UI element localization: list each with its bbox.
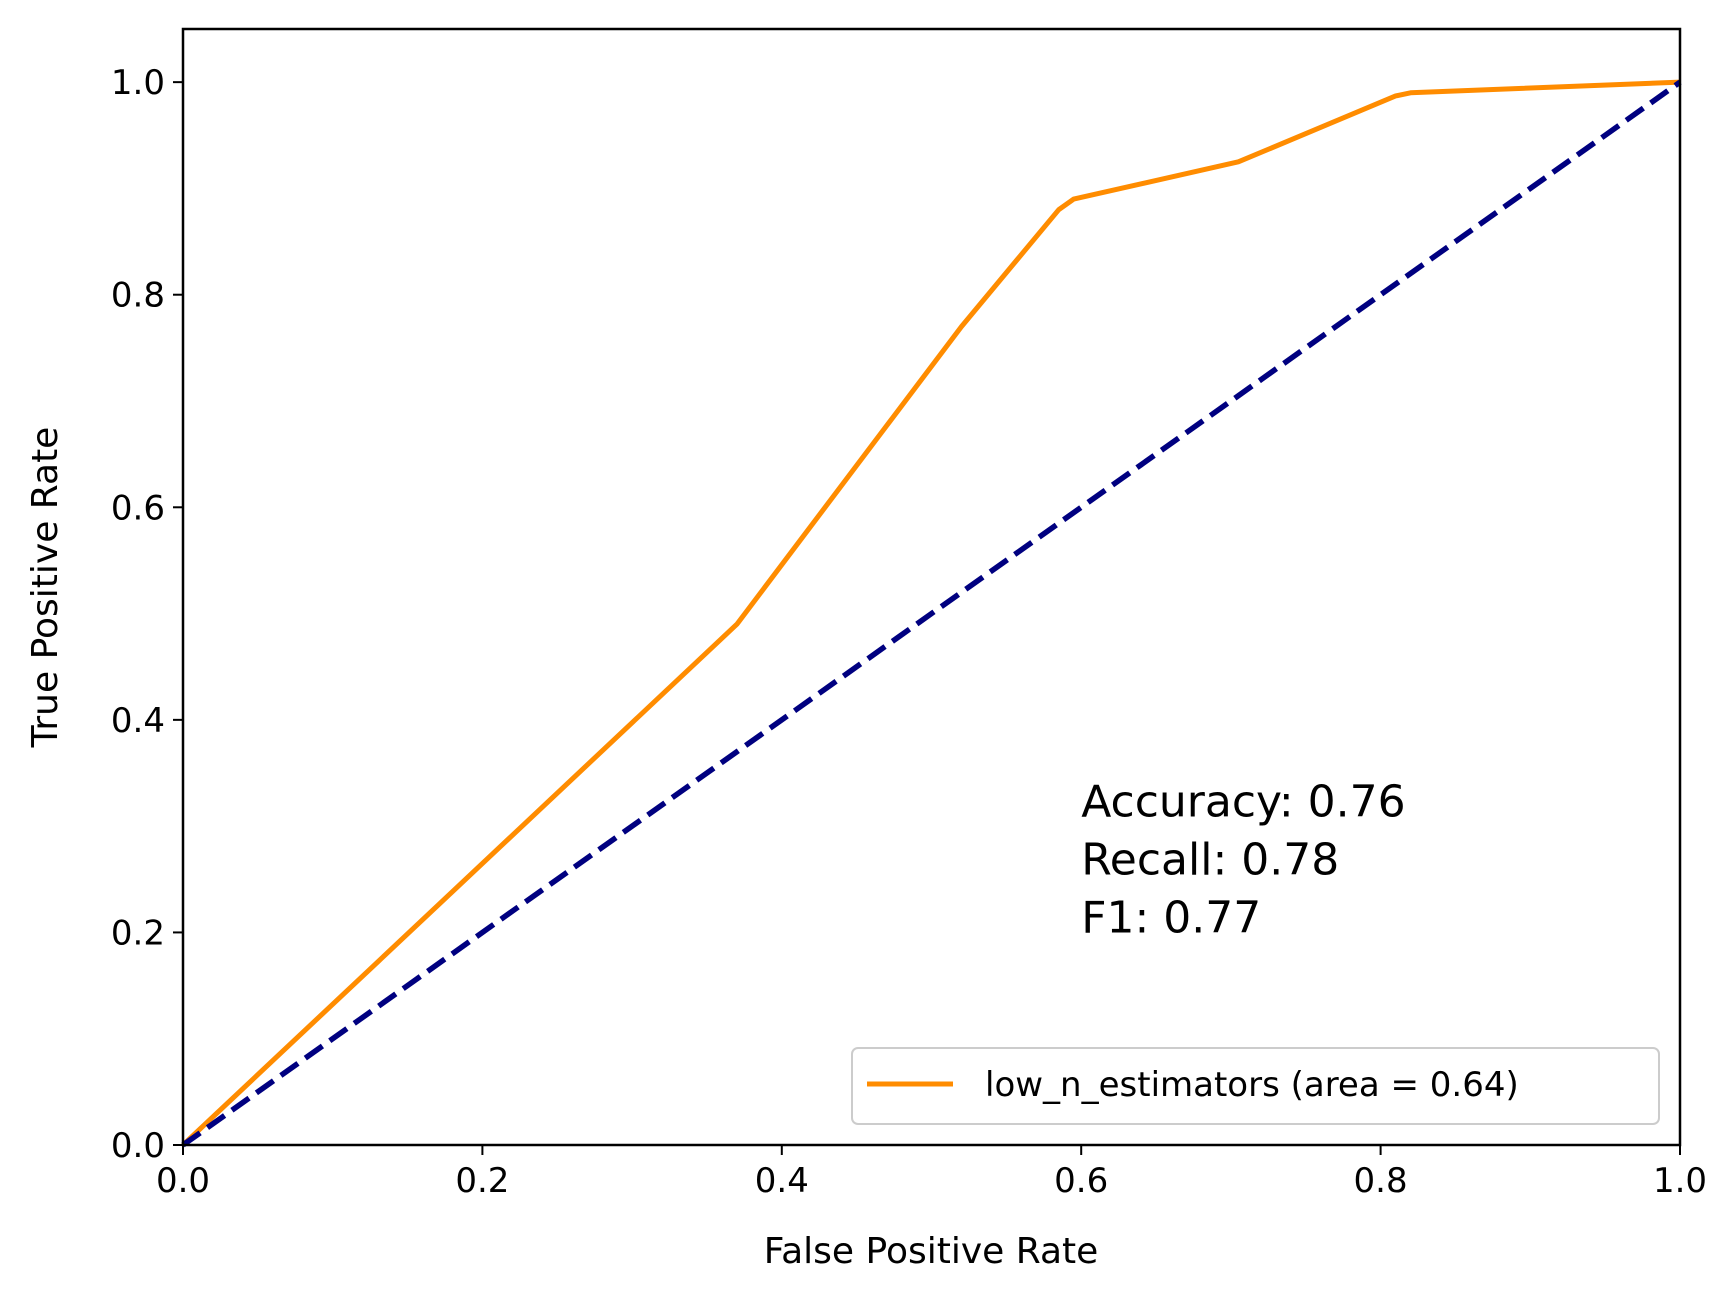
plot-frame bbox=[181, 27, 1682, 1147]
roc-curve-series-0 bbox=[181, 79, 1681, 1147]
annotation-line-1: Recall: 0.78 bbox=[1081, 834, 1339, 885]
x-tick-label: 0.0 bbox=[156, 1161, 210, 1201]
series-layer bbox=[181, 79, 1682, 1148]
annotation-line-2: F1: 0.77 bbox=[1081, 892, 1261, 943]
annotation-line-0: Accuracy: 0.76 bbox=[1081, 776, 1405, 827]
x-tick-label: 0.2 bbox=[455, 1161, 509, 1201]
x-axis-ticks: 0.0 0.2 0.4 0.6 0.8 1.0 bbox=[156, 1145, 1707, 1201]
legend-entry-label: low_n_estimators (area = 0.64) bbox=[985, 1065, 1519, 1105]
diagonal-reference-line bbox=[181, 79, 1682, 1148]
y-tick-label: 0.2 bbox=[111, 913, 165, 953]
y-tick-label: 0.0 bbox=[111, 1126, 165, 1166]
x-tick-label: 1.0 bbox=[1653, 1161, 1707, 1201]
x-tick-label: 0.8 bbox=[1354, 1161, 1408, 1201]
y-tick-label: 0.4 bbox=[111, 701, 165, 741]
y-tick-label: 0.8 bbox=[111, 276, 165, 316]
x-tick-label: 0.6 bbox=[1054, 1161, 1108, 1201]
x-tick-label: 0.4 bbox=[755, 1161, 809, 1201]
x-axis-label: False Positive Rate bbox=[764, 1231, 1099, 1272]
metrics-annotation: Accuracy: 0.76 Recall: 0.78 F1: 0.77 bbox=[1081, 776, 1405, 943]
y-tick-label: 1.0 bbox=[111, 63, 165, 103]
legend-box bbox=[851, 1047, 1660, 1125]
y-tick-label: 0.6 bbox=[111, 488, 165, 528]
legend: low_n_estimators (area = 0.64) bbox=[851, 1047, 1660, 1125]
y-axis-label: True Positive Rate bbox=[25, 427, 66, 749]
y-axis-ticks: 0.0 0.2 0.4 0.6 0.8 1.0 bbox=[111, 63, 183, 1166]
